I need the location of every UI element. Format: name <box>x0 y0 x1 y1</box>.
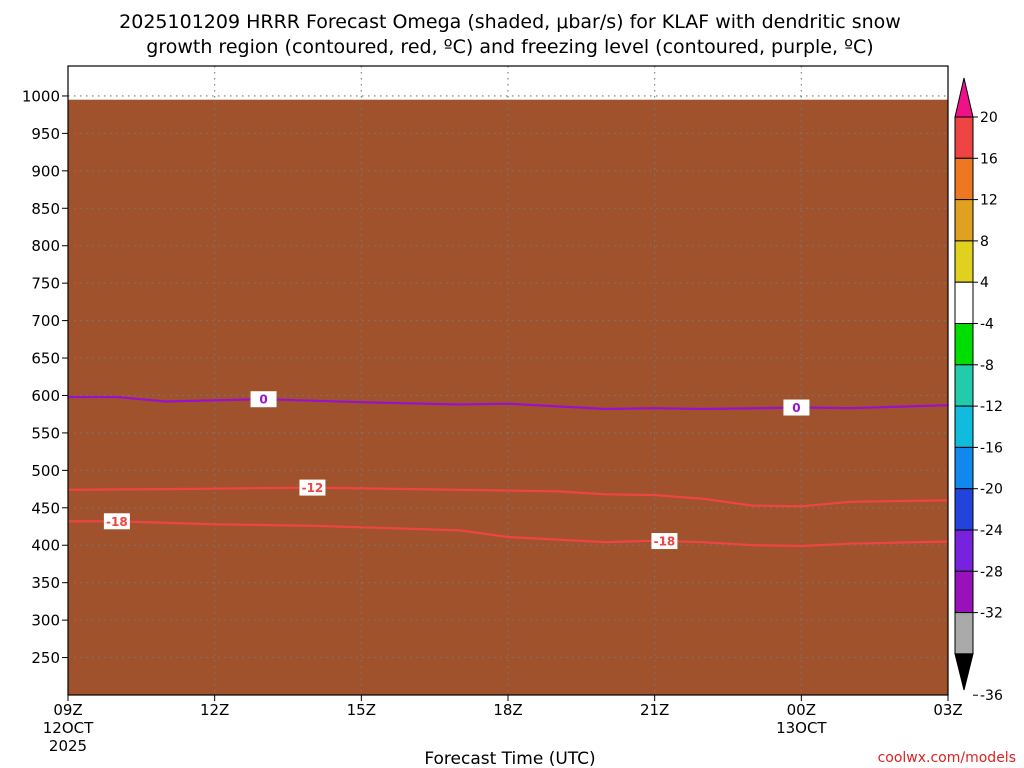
y-tick-label-800: 800 <box>31 237 60 255</box>
colorbar-label-4: 4 <box>980 275 989 291</box>
colorbar-label-2: 12 <box>980 193 998 209</box>
chart-title-line-2: growth region (contoured, red, ºC) and f… <box>146 36 873 58</box>
dgz-minus18-label-bg-1 <box>651 533 678 550</box>
colorbar-label-6: -8 <box>980 358 994 374</box>
x-tick-label-00Z: 00Z <box>787 701 816 719</box>
colorbar-label-13: -36 <box>980 688 1003 704</box>
colorbar-label-8: -16 <box>980 440 1003 456</box>
freezing-level-label-1: 0 <box>792 401 800 415</box>
colorbar-segment-0 <box>954 116 974 159</box>
chart-title-line-1: 2025101209 HRRR Forecast Omega (shaded, … <box>119 11 901 33</box>
y-tick-label-250: 250 <box>31 649 60 667</box>
colorbar: 20 16 12 8 4 -4 -8 -12 -16 -20 -24 -28 -32 -36 <box>954 77 1003 704</box>
x-tick-label-18Z: 18Z <box>493 701 522 719</box>
plot-content: -18 -18 -12 0 0 <box>68 66 948 695</box>
colorbar-segment-12 <box>954 612 974 655</box>
y-tick-label-950: 950 <box>31 125 60 143</box>
colorbar-segment-1 <box>954 157 974 201</box>
y-tick-label-450: 450 <box>31 499 60 517</box>
colorbar-label-0: 20 <box>980 110 998 126</box>
dgz-minus18-label-1: -18 <box>654 535 676 549</box>
colorbar-bottom-arrow <box>954 653 974 691</box>
colorbar-segment-2 <box>954 199 974 242</box>
colorbar-segment-8 <box>954 446 974 490</box>
y-tick-label-900: 900 <box>31 162 60 180</box>
y-tick-label-300: 300 <box>31 612 60 630</box>
colorbar-segment-7 <box>954 405 974 448</box>
colorbar-label-10: -24 <box>980 523 1003 539</box>
colorbar-segment-10 <box>954 529 974 572</box>
plot-area: -18 -18 -12 0 0 250 300 350 400 450 500 550 600 650 70… <box>22 65 963 755</box>
colorbar-label-11: -28 <box>980 564 1003 580</box>
x-tick-label-03Z: 03Z <box>933 701 962 719</box>
x-tick-label-15Z: 15Z <box>347 701 376 719</box>
y-tick-label-650: 650 <box>31 350 60 368</box>
freezing-level-label-bg-1 <box>783 399 810 416</box>
colorbar-segment-11 <box>954 570 974 614</box>
x-tick-date-09Z: 12OCT <box>43 719 94 737</box>
colorbar-segment-3 <box>954 240 974 283</box>
y-tick-label-500: 500 <box>31 462 60 480</box>
x-tick-label-21Z: 21Z <box>640 701 669 719</box>
y-tick-label-550: 550 <box>31 424 60 442</box>
dgz-minus12-line <box>68 486 948 508</box>
x-tick-date-00Z: 13OCT <box>776 719 827 737</box>
colorbar-label-9: -20 <box>980 482 1003 498</box>
dgz-minus12-label-0: -12 <box>302 481 324 495</box>
y-tick-label-700: 700 <box>31 312 60 330</box>
y-tick-label-350: 350 <box>31 574 60 592</box>
x-axis-label: Forecast Time (UTC) <box>424 749 595 768</box>
colorbar-label-12: -32 <box>980 606 1003 622</box>
dgz-minus18-label-0: -18 <box>106 515 128 529</box>
colorbar-segment-4 <box>954 281 974 325</box>
y-tick-label-400: 400 <box>31 537 60 555</box>
dgz-minus18-label-bg-0 <box>103 513 130 530</box>
colorbar-segment-6 <box>954 364 974 407</box>
x-tick-label-12Z: 12Z <box>200 701 229 719</box>
x-tick-label-09Z: 09Z <box>53 701 82 719</box>
y-tick-label-850: 850 <box>31 200 60 218</box>
x-tick-year-09Z: 2025 <box>49 737 87 755</box>
y-tick-label-1000: 1000 <box>22 87 60 105</box>
colorbar-label-1: 16 <box>980 151 998 167</box>
y-tick-label-750: 750 <box>31 275 60 293</box>
dgz-minus12-label-bg-0 <box>299 479 326 496</box>
credit-text: coolwx.com/models <box>878 750 1016 766</box>
colorbar-segment-5 <box>954 323 974 366</box>
colorbar-label-5: -4 <box>980 317 994 333</box>
colorbar-label-7: -12 <box>980 399 1003 415</box>
dgz-minus18-line <box>68 520 948 548</box>
y-tick-label-600: 600 <box>31 387 60 405</box>
colorbar-segment-9 <box>954 488 974 531</box>
freezing-level-label-0: 0 <box>259 393 267 407</box>
colorbar-label-3: 8 <box>980 234 989 250</box>
freezing-level-label-bg-0 <box>250 391 277 408</box>
colorbar-top-arrow <box>954 77 974 118</box>
